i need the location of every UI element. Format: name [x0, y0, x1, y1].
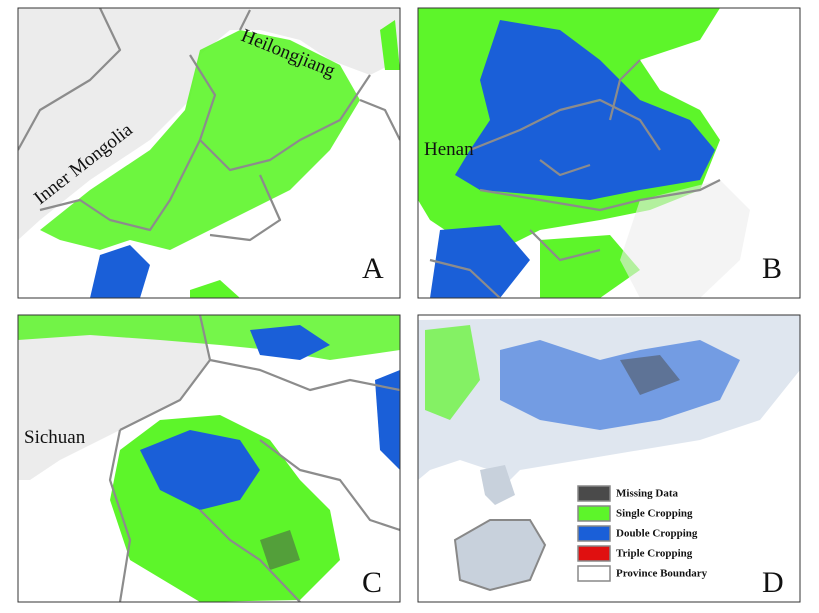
legend-label: Triple Cropping — [616, 548, 693, 560]
legend-swatch — [577, 485, 611, 502]
legend-swatch — [577, 505, 611, 522]
panel-frame — [17, 314, 401, 603]
panel-letter: C — [362, 566, 382, 599]
legend: Missing Data Single Cropping Double Croppi… — [577, 485, 708, 582]
map-panel-c — [18, 315, 400, 602]
place-label: Henan — [424, 139, 474, 160]
legend-swatch — [577, 525, 611, 542]
panel-letter: D — [762, 566, 784, 599]
legend-label: Single Cropping — [616, 508, 693, 520]
map-panel-a — [18, 8, 400, 298]
panel-letter: A — [362, 252, 384, 285]
legend-label: Missing Data — [616, 488, 679, 500]
place-label: Sichuan — [24, 427, 86, 448]
map-panel-d — [418, 315, 800, 602]
map-panel-b — [418, 8, 800, 298]
panel-frame — [417, 314, 801, 603]
legend-label: Double Cropping — [616, 528, 698, 540]
legend-label: Province Boundary — [616, 568, 708, 580]
panel-letter: B — [762, 252, 782, 285]
legend-swatch — [577, 545, 611, 562]
panel-frame — [17, 7, 401, 299]
panel-frame — [417, 7, 801, 299]
legend-swatch — [577, 565, 611, 582]
